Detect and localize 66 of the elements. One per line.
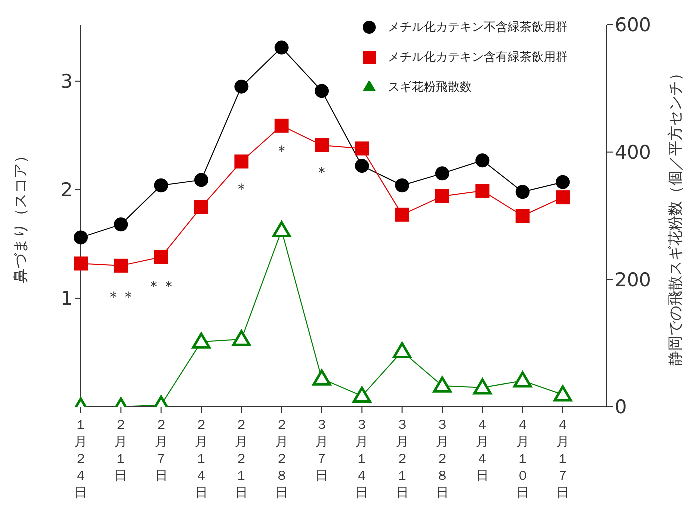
- point: [355, 142, 370, 156]
- point: [114, 218, 128, 232]
- point: [272, 221, 292, 238]
- point: [395, 178, 410, 193]
- y-tick-label: 2: [60, 180, 73, 202]
- legend-label: メチル化カテキン不含緑茶飲用群: [388, 20, 568, 34]
- y2-tick-label: 400: [615, 142, 652, 164]
- point: [556, 175, 570, 190]
- point: [476, 154, 490, 168]
- x-tick-label: ４月１７日: [556, 418, 570, 501]
- legend-label: スギ花粉飛散数: [388, 80, 472, 94]
- point: [473, 378, 492, 395]
- point: [232, 330, 251, 346]
- annotation: ＊: [234, 180, 250, 198]
- point: [154, 178, 168, 193]
- point: [74, 256, 88, 271]
- x-tick-label: ３月２１日: [396, 418, 409, 501]
- point: [554, 386, 572, 402]
- x-tick-label: ４月１０日: [516, 418, 530, 501]
- point: [436, 189, 450, 204]
- point: [234, 80, 249, 94]
- legend-label: メチル化カテキン含有緑茶飲用群: [388, 50, 568, 64]
- x-tick-label: ２月１４日: [195, 418, 208, 501]
- y-tick-label: 1: [60, 288, 73, 310]
- x-tick-label: ３月２８日: [436, 418, 449, 501]
- y2-tick-label: 200: [615, 269, 652, 292]
- point: [114, 258, 128, 273]
- x-tick-label: ２月１日: [114, 418, 128, 484]
- point: [393, 342, 412, 358]
- point: [274, 40, 289, 55]
- x-tick-label: ２月２８日: [275, 418, 288, 501]
- x-tick-label: ２月７日: [154, 418, 168, 484]
- y2-axis-title: 静岡での飛散スギ花粉数（個／平方センチ）: [666, 66, 684, 366]
- point: [395, 208, 410, 222]
- point: [194, 173, 208, 188]
- point: [355, 159, 370, 174]
- annotation: ＊: [314, 164, 330, 182]
- y-tick-label: 3: [60, 71, 73, 94]
- point: [514, 372, 532, 388]
- annotation: ＊＊: [146, 277, 176, 296]
- annotation: ＊: [274, 142, 290, 160]
- point: [433, 376, 452, 393]
- point: [315, 138, 329, 152]
- point: [234, 154, 249, 169]
- point: [192, 332, 211, 349]
- point: [516, 209, 530, 223]
- y2-tick-label: 600: [615, 14, 652, 37]
- point: [556, 190, 570, 205]
- point: [194, 200, 208, 214]
- x-tick-label: ３月７日: [316, 418, 328, 484]
- point: [476, 184, 490, 198]
- y-axis-title: 鼻づまり（スコア）: [11, 148, 30, 284]
- point: [315, 84, 329, 98]
- point: [274, 118, 289, 133]
- point: [74, 230, 88, 245]
- x-tick-label: ２月２１日: [235, 418, 248, 501]
- point: [516, 185, 530, 200]
- x-tick-label: １月２４日: [74, 418, 88, 501]
- point: [436, 166, 450, 181]
- x-tick-label: ３月１４日: [356, 418, 369, 501]
- y2-tick-label: 0: [615, 396, 628, 419]
- x-tick-label: ４月４日: [476, 418, 490, 484]
- point: [312, 370, 332, 386]
- point: [352, 386, 372, 404]
- annotation: ＊＊: [106, 288, 136, 306]
- point: [154, 250, 168, 264]
